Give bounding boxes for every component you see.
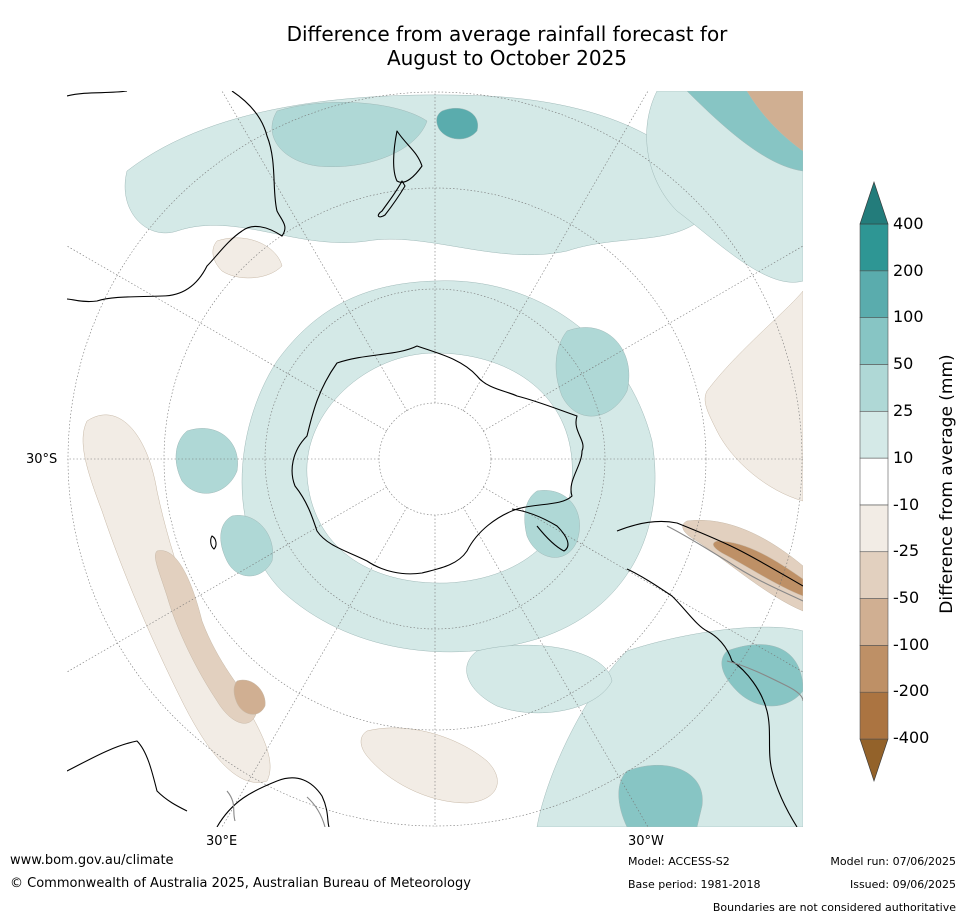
colorbar-bin xyxy=(859,598,889,646)
colorbar-tick-label: -100 xyxy=(893,635,930,654)
meridian-150 xyxy=(221,506,408,827)
antarctica-coastline xyxy=(291,345,584,575)
meridian-120 xyxy=(67,486,388,673)
map-title-line-2: August to October 2025 xyxy=(386,46,628,70)
colorbar-extension-low xyxy=(859,738,889,782)
issued-date: Issued: 09/06/2025 xyxy=(849,878,956,891)
wet-patch-north-dark xyxy=(436,107,479,140)
colorbar-bin xyxy=(859,457,889,506)
map-title-line-1: Difference from average rainfall forecas… xyxy=(286,22,728,46)
drier-anomaly-patches xyxy=(82,91,803,804)
colorbar-tick-label: -50 xyxy=(893,588,920,607)
colorbar-bin xyxy=(859,410,889,459)
dry-patch-ne-corner xyxy=(746,91,803,152)
australia-coastline xyxy=(67,91,286,303)
colorbar-tick-label: -200 xyxy=(893,681,930,700)
new-zealand-south-island xyxy=(377,180,406,218)
wet-patch-north-core xyxy=(271,102,428,167)
dry-patch-east-pacific xyxy=(704,290,803,502)
graticule-label-30w: 30°W xyxy=(628,834,664,849)
meridian-210 xyxy=(462,506,649,827)
meridian-60 xyxy=(67,245,388,432)
meridian-30 xyxy=(221,91,408,412)
meridian-300 xyxy=(482,245,803,432)
colorbar-bin xyxy=(859,317,889,365)
new-zealand-north-island xyxy=(393,130,423,183)
colorbar-bin xyxy=(859,691,889,740)
wet-patch-sw-atlantic xyxy=(618,764,703,827)
rainfall-anomaly-map xyxy=(67,91,803,827)
wetter-anomaly-patches xyxy=(124,91,803,827)
meridian-240 xyxy=(482,486,803,673)
colorbar-tick-label: 25 xyxy=(893,401,914,420)
colorbar xyxy=(859,181,889,782)
colorbar-tick-label: 100 xyxy=(893,307,924,326)
country-borders xyxy=(226,525,803,827)
colorbar-extension-high xyxy=(859,181,889,225)
dry-patch-chile xyxy=(682,520,803,612)
dry-patch-south-atlantic xyxy=(360,727,498,804)
colorbar-tick-label: 10 xyxy=(893,448,914,467)
madagascar-coastline xyxy=(210,535,217,550)
wet-patch-south xyxy=(466,644,613,714)
map-title: Difference from average rainfall forecas… xyxy=(0,22,965,70)
south-america-borders xyxy=(666,525,803,702)
graticule xyxy=(67,91,803,827)
graticule-label-30s: 30°S xyxy=(26,452,58,467)
colorbar-tick-label: 400 xyxy=(893,214,924,233)
website-link[interactable]: www.bom.gov.au/climate xyxy=(10,853,174,868)
dry-patch-indian-ocean-core xyxy=(155,550,258,724)
colorbar-tick-label: -10 xyxy=(893,495,920,514)
wet-patch-west-1 xyxy=(175,428,238,494)
south-america-coastline xyxy=(616,520,803,827)
dry-patch-indian-ocean-center xyxy=(233,679,266,715)
colorbar-tick-label: -25 xyxy=(893,541,920,560)
africa-borders xyxy=(226,790,326,827)
graticule-label-30e: 30°E xyxy=(206,834,238,849)
colorbar-bin xyxy=(859,645,889,693)
colorbar-tick-label: -400 xyxy=(893,728,930,747)
colorbar-bin xyxy=(859,223,889,272)
latitude-circle-60s xyxy=(264,288,606,630)
wet-patch-brazil xyxy=(721,644,803,707)
base-period: Base period: 1981-2018 xyxy=(628,878,761,891)
copyright-notice: © Commonwealth of Australia 2025, Austra… xyxy=(10,876,471,891)
meridian-330 xyxy=(462,91,649,412)
colorbar-tick-label: 50 xyxy=(893,354,914,373)
africa-coastline xyxy=(67,740,330,827)
coastlines xyxy=(67,91,803,827)
wet-patch-atlantic xyxy=(555,327,630,417)
colorbar-bin xyxy=(859,364,889,412)
colorbar-bin xyxy=(859,270,889,318)
model-run-date: Model run: 07/06/2025 xyxy=(830,855,956,868)
latitude-circle-outer xyxy=(67,91,803,827)
antarctic-peninsula xyxy=(511,508,569,552)
boundaries-disclaimer: Boundaries are not considered authoritat… xyxy=(712,901,956,914)
colorbar-bin xyxy=(859,504,889,553)
dry-patch-chile-core xyxy=(713,540,803,597)
model-name: Model: ACCESS-S2 xyxy=(628,855,730,868)
colorbar-axis-label: Difference from average (mm) xyxy=(937,354,957,614)
colorbar-bin xyxy=(859,551,889,599)
colorbar-tick-label: 200 xyxy=(893,261,924,280)
